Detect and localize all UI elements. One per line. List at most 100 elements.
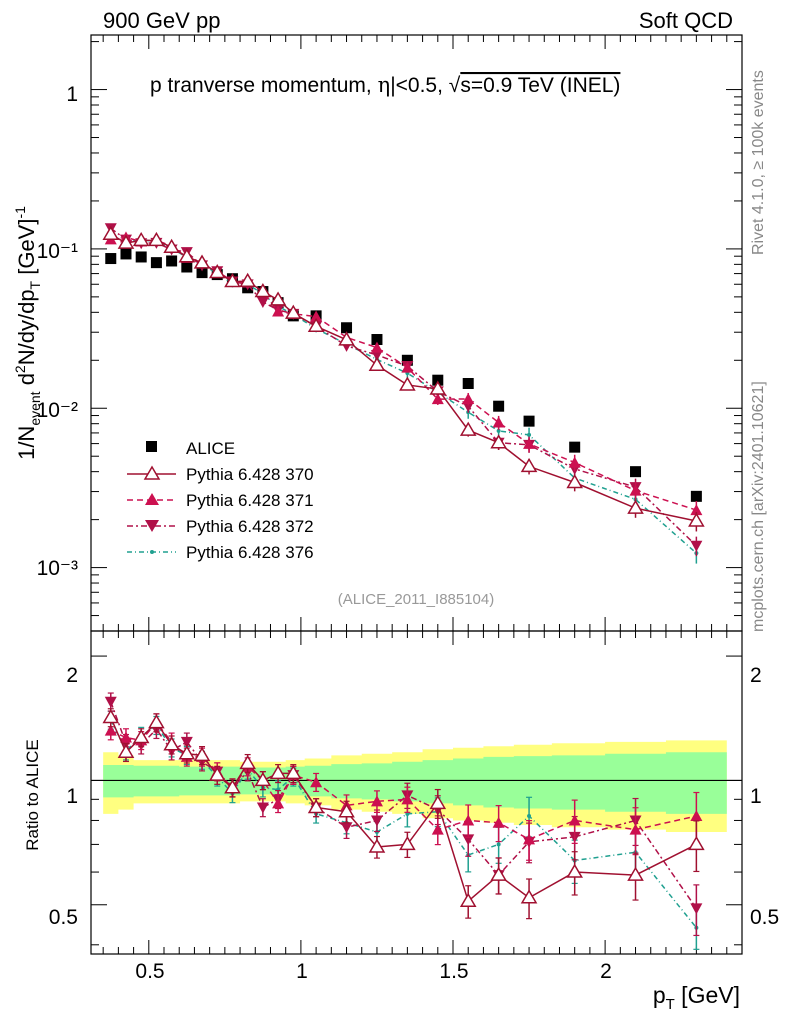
series-marker-main-0 — [566, 474, 583, 489]
series-marker-main-0 — [239, 272, 256, 287]
data-point — [196, 267, 208, 279]
series-marker-ratio-0 — [688, 835, 705, 851]
ratio-plot-layer — [91, 692, 742, 950]
y-tick-label-1: 1 — [66, 83, 78, 106]
legend-label-370: Pythia 6.428 370 — [186, 465, 314, 484]
series-marker-ratio-0 — [429, 794, 447, 810]
series-marker-ratio-1 — [119, 731, 132, 743]
title-part-1: p tranverse momentum, — [150, 74, 378, 97]
ratio-tick-label-0.5-left: 0.5 — [49, 906, 78, 929]
data-point — [120, 248, 132, 260]
data-point — [569, 441, 581, 453]
x-tick-label-1: 1 — [296, 960, 308, 983]
ylabel-part-7: -1 — [12, 206, 28, 219]
series-marker-ratio-0 — [132, 729, 150, 744]
legend-marker-376 — [150, 550, 154, 554]
title-part-3: s=0.9 TeV (INEL) — [460, 74, 620, 97]
series-marker-ratio-0 — [148, 714, 165, 729]
series-marker-main-1 — [431, 393, 444, 405]
series-marker-ratio-1 — [523, 833, 536, 845]
title-part-2: |<0.5, — [390, 74, 449, 97]
series-marker-ratio-0 — [178, 745, 196, 760]
xlabel-unit: [GeV] — [675, 982, 740, 1008]
data-point — [432, 374, 444, 386]
legend-marker-370 — [143, 465, 161, 480]
series-marker-ratio-0 — [163, 736, 180, 751]
ylabel-part-2: d — [14, 373, 39, 391]
analysis-id: (ALICE_2011_I885104) — [338, 591, 495, 608]
series-marker-ratio-1 — [492, 816, 505, 828]
series-marker-main-0 — [163, 238, 180, 253]
legend-label-371: Pythia 6.428 371 — [186, 491, 314, 510]
series-marker-main-2 — [370, 349, 383, 361]
series-marker-ratio-0 — [459, 892, 477, 907]
xlabel-sub: T — [666, 996, 675, 1013]
xlabel-main: p — [653, 982, 666, 1008]
series-marker-ratio-1 — [690, 810, 703, 822]
series-marker-main-0 — [490, 434, 507, 449]
data-point — [371, 334, 383, 346]
series-marker-main-1 — [310, 310, 323, 322]
series-line-main-2 — [110, 227, 697, 547]
legend-marker-371 — [145, 493, 159, 505]
series-marker-ratio-2 — [690, 903, 703, 915]
x-axis-label: pT [GeV] — [653, 982, 740, 1013]
series-marker-ratio-2 — [180, 736, 193, 748]
series-marker-ratio-3 — [527, 814, 532, 819]
series-marker-main-0 — [193, 254, 211, 269]
title-part-eta: η — [378, 73, 391, 97]
data-point — [462, 377, 474, 389]
series-marker-ratio-0 — [338, 803, 355, 818]
series-marker-main-0 — [269, 291, 287, 306]
series-marker-ratio-0 — [566, 863, 583, 878]
series-marker-ratio-0 — [193, 746, 211, 762]
series-marker-main-1 — [690, 504, 703, 516]
series-marker-ratio-0 — [520, 889, 538, 904]
ylabel-part-1: event — [27, 391, 43, 425]
series-marker-main-0 — [520, 457, 538, 473]
series-marker-main-1 — [523, 437, 536, 449]
series-marker-main-1 — [401, 361, 414, 373]
series-marker-ratio-0 — [490, 866, 507, 881]
data-point — [630, 466, 642, 478]
series-marker-ratio-0 — [368, 838, 386, 853]
legend-marker-data — [146, 441, 157, 452]
main-y-axis-label: 1/Nevent d2N/dy/dpT [GeV]-1 — [12, 206, 43, 460]
main-axis-ticks — [91, 35, 742, 954]
series-marker-main-0 — [338, 331, 355, 346]
series-marker-ratio-2 — [104, 696, 117, 708]
y-tick-label-1e-1: 10⁻¹ — [37, 240, 78, 263]
series-marker-main-3 — [527, 432, 532, 437]
series-marker-main-0 — [148, 231, 165, 247]
series-marker-ratio-0 — [399, 835, 416, 851]
series-marker-ratio-2 — [340, 822, 353, 834]
ratio-band-inner — [103, 752, 727, 814]
series-marker-ratio-0 — [627, 866, 644, 881]
x-tick-label-2: 2 — [600, 960, 612, 983]
ratio-panel-frame — [90, 630, 743, 955]
x-tick-label-1.5: 1.5 — [439, 960, 468, 983]
ratio-tick-label-2-left: 2 — [66, 664, 78, 687]
series-marker-main-0 — [117, 234, 135, 249]
header-left: 900 GeV pp — [103, 8, 220, 33]
series-marker-main-0 — [102, 225, 120, 241]
x-tick-label-0.5: 0.5 — [135, 960, 164, 983]
legend: ALICE Pythia 6.428 370 Pythia 6.428 371 … — [127, 439, 314, 562]
series-marker-main-1 — [492, 416, 505, 428]
series-marker-ratio-1 — [104, 724, 117, 736]
main-title: p tranverse momentum, η|<0.5, √s=0.9 TeV… — [150, 73, 620, 97]
series-marker-ratio-1 — [431, 823, 444, 835]
series-marker-ratio-1 — [310, 776, 323, 788]
series-marker-main-1 — [370, 341, 383, 353]
ylabel-part-6: [GeV] — [14, 219, 39, 281]
series-marker-ratio-1 — [462, 814, 475, 826]
series-marker-main-0 — [132, 231, 150, 247]
rivet-version-label: Rivet 4.1.0, ≥ 100k events — [750, 70, 767, 255]
series-marker-ratio-0 — [269, 764, 287, 780]
series-marker-ratio-1 — [370, 795, 383, 807]
series-marker-ratio-0 — [208, 766, 226, 781]
series-line-ratio-1 — [110, 721, 697, 841]
data-point — [401, 354, 413, 366]
series-marker-main-0 — [307, 317, 325, 333]
